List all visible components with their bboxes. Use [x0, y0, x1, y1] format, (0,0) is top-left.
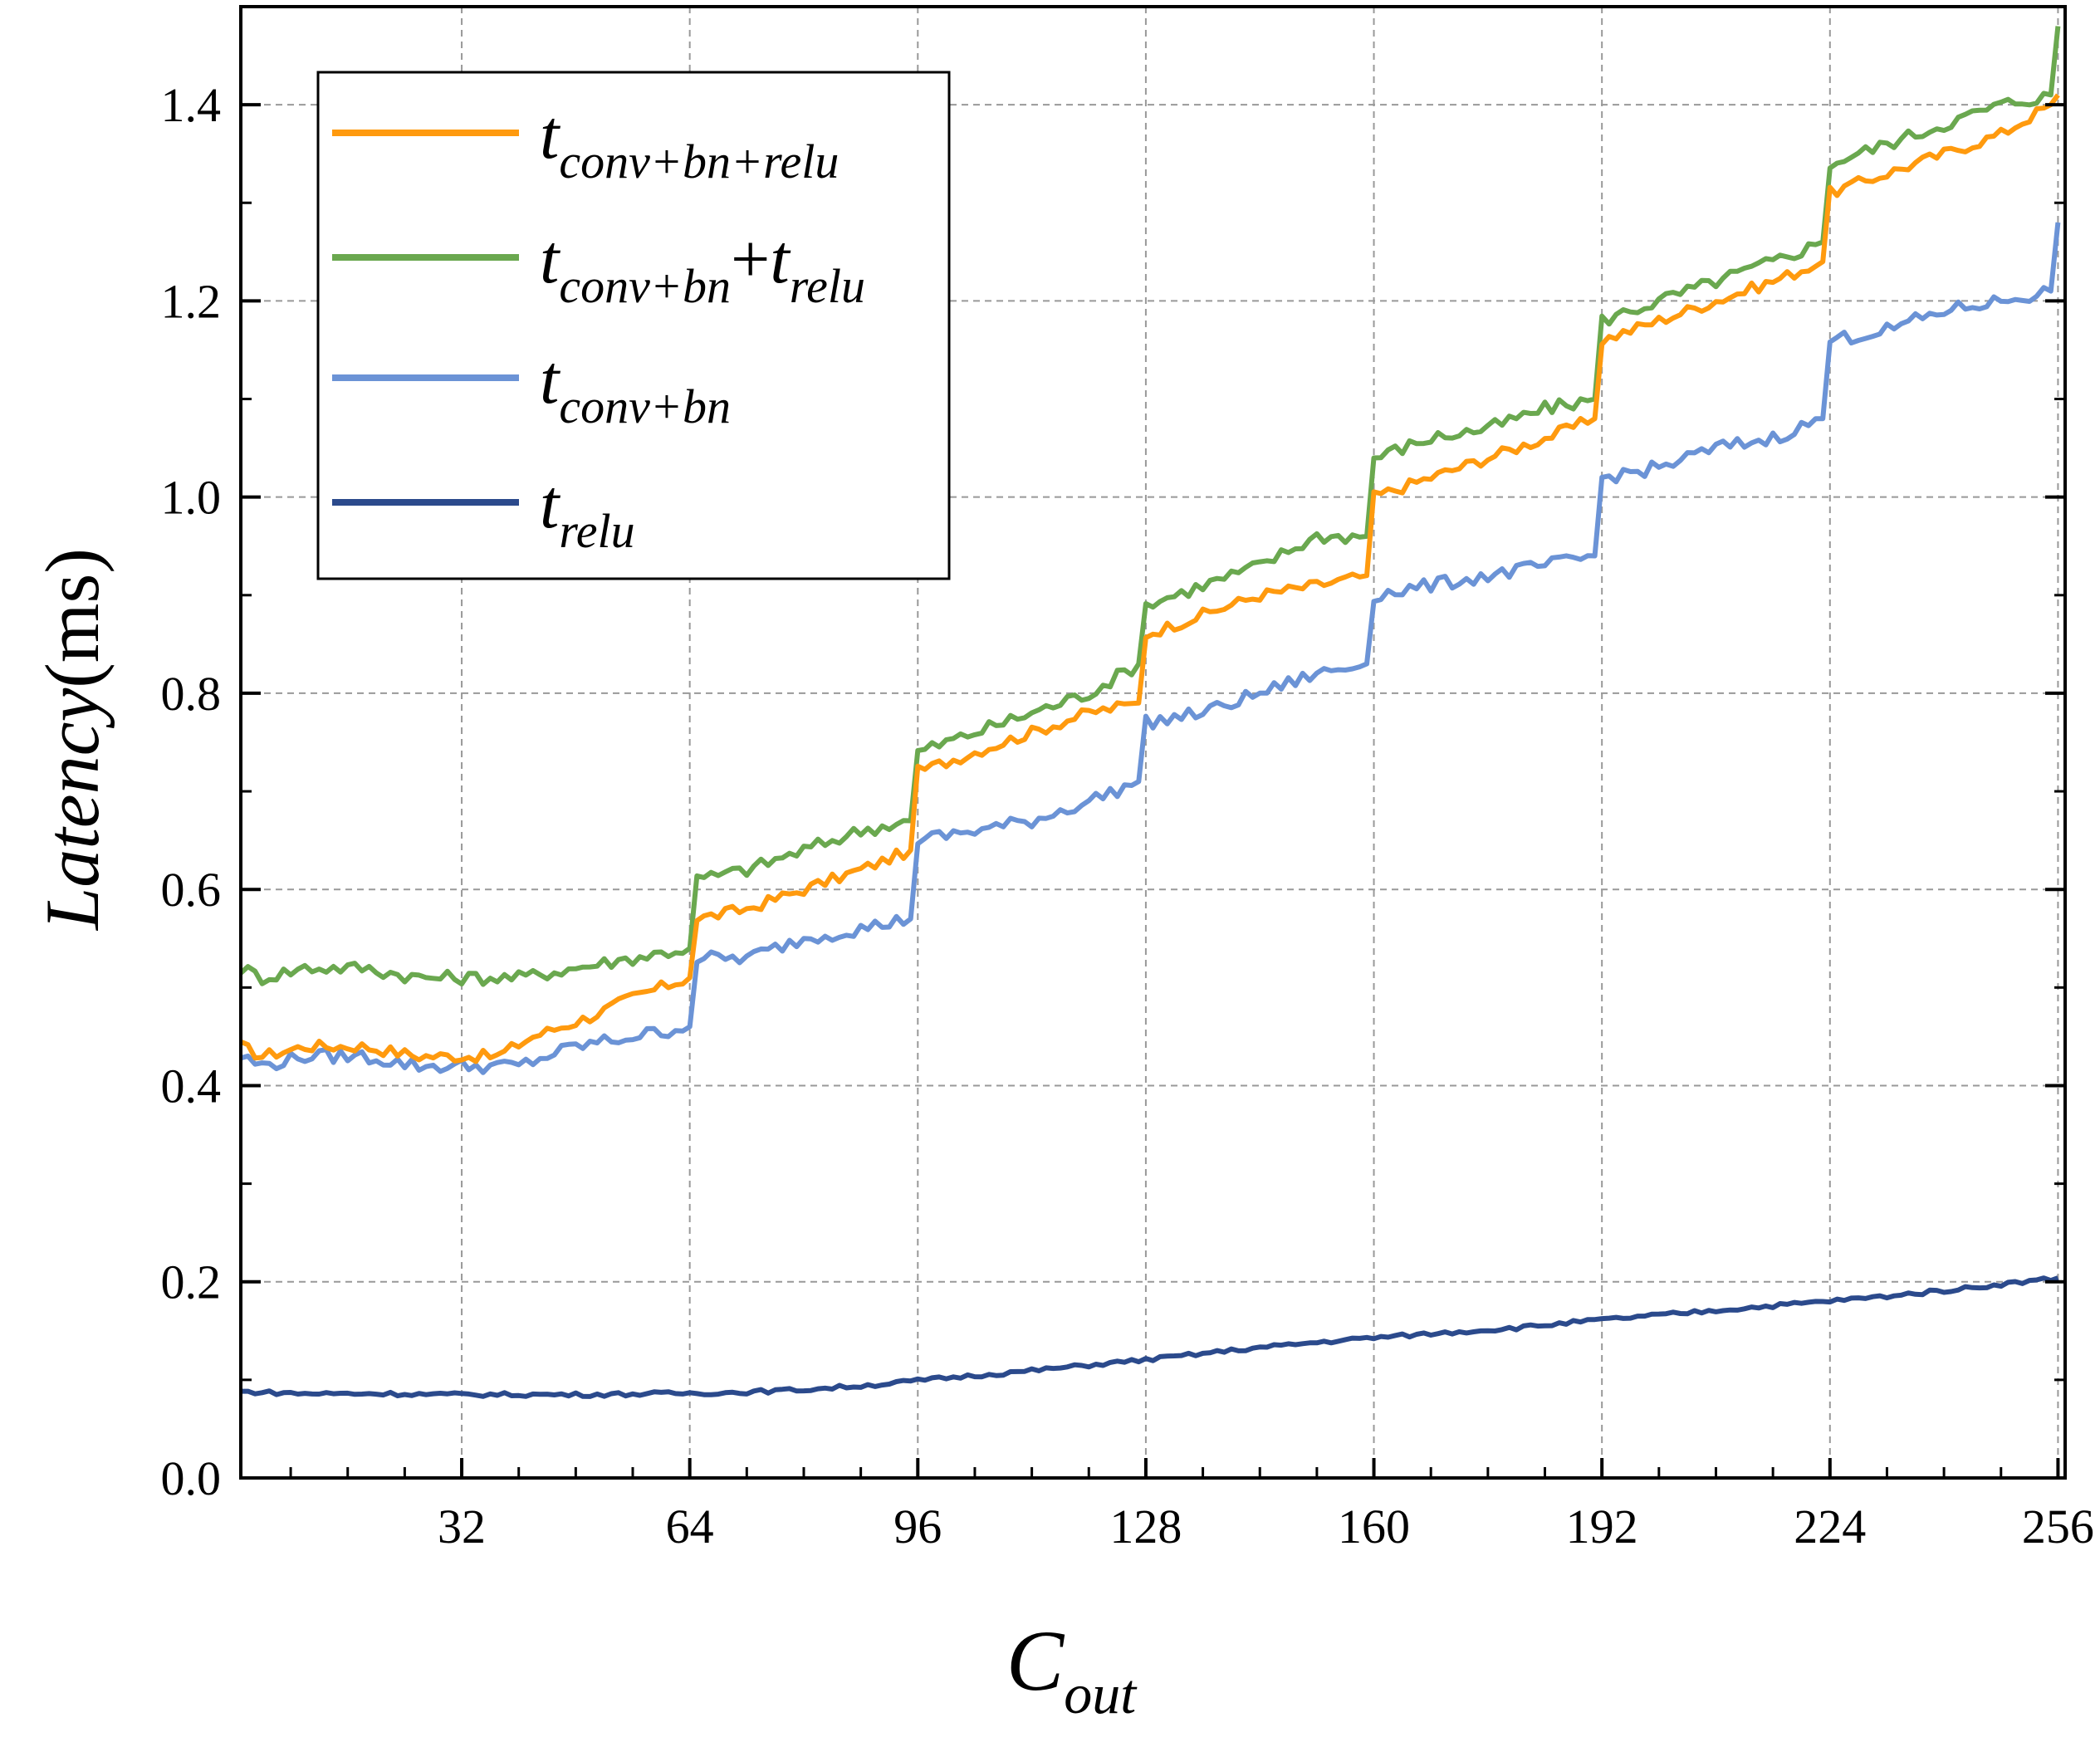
y-axis-title-unit: (ms): [30, 548, 115, 688]
legend-box: [316, 71, 951, 580]
legend: tconv+bn+relu tconv+bn+trelu tconv+bn trelu: [316, 71, 951, 580]
series-line: [241, 1275, 2059, 1399]
x-tick-label: 160: [1338, 1500, 1410, 1554]
legend-label: trelu: [540, 466, 635, 558]
x-axis-title-main: C: [1006, 1613, 1065, 1709]
y-tick-label: 1.4: [161, 78, 222, 132]
y-tick-label: 1.2: [161, 274, 222, 328]
y-tick-label: 0.0: [161, 1451, 222, 1505]
y-tick-label: 0.4: [161, 1059, 222, 1113]
x-tick-label: 96: [893, 1500, 942, 1554]
legend-label: tconv+bn: [540, 341, 731, 433]
x-tick-label: 192: [1566, 1500, 1638, 1554]
x-tick-label: 256: [2022, 1500, 2094, 1554]
y-tick-label: 0.6: [161, 863, 222, 917]
x-tick-label: 128: [1109, 1500, 1182, 1554]
tick-labels: 32 64 96 128 160 192 224 256 0.0 0.2 0.4 0.6 0.8 1.0 1…: [161, 78, 2094, 1554]
x-axis-title: Cout: [1006, 1613, 1138, 1725]
y-tick-label: 0.2: [161, 1255, 222, 1309]
plot-frame: [239, 5, 2067, 1480]
series-line: [238, 26, 2061, 987]
x-tick-label: 64: [666, 1500, 714, 1554]
legend-label: tconv+bn+relu: [540, 96, 839, 188]
series-line: [240, 222, 2061, 1075]
y-tick-label: 0.8: [161, 667, 222, 721]
series-lines: [238, 26, 2061, 1399]
x-tick-label: 32: [438, 1500, 486, 1554]
y-tick-label: 1.0: [161, 471, 222, 525]
y-axis-title-main: Latency: [30, 688, 115, 932]
axis-ticks: [241, 5, 2065, 1480]
x-tick-label: 224: [1794, 1500, 1866, 1554]
y-axis-title: Latency(ms): [30, 548, 115, 932]
series-line: [239, 93, 2060, 1064]
x-axis-title-sub: out: [1064, 1662, 1138, 1725]
legend-label: tconv+bn+trelu: [540, 221, 865, 313]
